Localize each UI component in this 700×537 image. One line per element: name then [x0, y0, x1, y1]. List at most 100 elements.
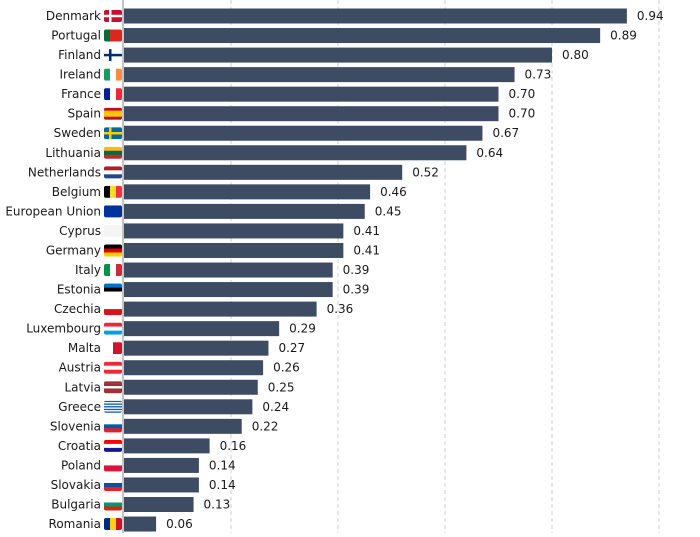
flag-icon	[104, 127, 122, 140]
category-label: Latvia	[64, 380, 101, 394]
flag-icon	[104, 322, 122, 335]
flag-icon	[104, 342, 122, 355]
flag-icon	[104, 68, 122, 81]
bar	[124, 379, 258, 395]
category-label: Spain	[67, 107, 101, 121]
flag-icon	[104, 381, 122, 394]
flag-icon	[104, 29, 122, 42]
category-label: Denmark	[46, 9, 101, 23]
value-label: 0.25	[268, 380, 295, 394]
category-label: Greece	[58, 400, 101, 414]
bar	[124, 86, 499, 102]
value-label: 0.29	[289, 322, 316, 336]
bar	[124, 203, 365, 219]
category-label: Portugal	[51, 29, 101, 43]
flag-icon	[104, 224, 122, 237]
category-label: Poland	[61, 458, 101, 472]
value-label: 0.16	[220, 439, 247, 453]
value-label: 0.70	[509, 107, 536, 121]
bar	[124, 223, 344, 239]
category-label: Germany	[46, 243, 101, 257]
category-label: Cyprus	[59, 224, 101, 238]
value-label: 0.13	[204, 498, 231, 512]
bars	[124, 8, 627, 532]
category-label: Belgium	[52, 185, 101, 199]
category-label: Bulgaria	[51, 498, 101, 512]
bar	[124, 47, 552, 63]
category-label: Lithuania	[45, 146, 101, 160]
category-label: Ireland	[59, 68, 101, 82]
bar	[124, 262, 333, 278]
bar	[124, 516, 157, 532]
value-label: 0.26	[273, 361, 300, 375]
bar	[124, 321, 280, 337]
value-label: 0.36	[327, 302, 354, 316]
bar	[124, 28, 601, 44]
category-label: Sweden	[54, 126, 101, 140]
bar	[124, 340, 269, 356]
value-label: 0.94	[637, 9, 664, 23]
bar	[124, 145, 467, 161]
flag-icon	[104, 439, 122, 452]
value-labels: 0.940.89 0.80 0.73 0.70 0.70 0.67 0.64 0.52 0.46…	[166, 9, 664, 531]
value-label: 0.80	[562, 48, 589, 62]
value-label: 0.14	[209, 458, 236, 472]
category-label: Luxembourg	[26, 322, 101, 336]
value-label: 0.27	[278, 341, 305, 355]
category-label: Netherlands	[28, 165, 101, 179]
bar	[124, 67, 515, 83]
bar	[124, 438, 210, 454]
category-label: Malta	[68, 341, 101, 355]
bar	[124, 497, 194, 512]
value-label: 0.73	[525, 68, 552, 82]
value-label: 0.39	[343, 263, 370, 277]
flag-icon	[104, 49, 122, 62]
value-label: 0.45	[375, 204, 402, 218]
value-label: 0.46	[380, 185, 407, 199]
category-label: Estonia	[57, 283, 101, 297]
bar	[124, 457, 199, 473]
value-label: 0.52	[412, 165, 439, 179]
value-label: 0.14	[209, 478, 236, 492]
flag-icon	[104, 146, 122, 159]
bar	[124, 301, 317, 317]
value-label: 0.39	[343, 283, 370, 297]
bar	[124, 125, 483, 141]
value-label: 0.64	[476, 146, 503, 160]
category-label: Slovenia	[50, 419, 101, 433]
category-label: Austria	[59, 361, 101, 375]
category-labels: Denmark Portugal Finland Ireland France Spain…	[5, 9, 101, 531]
value-label: 0.41	[353, 224, 380, 238]
flag-icon	[104, 185, 122, 198]
flag-icon	[104, 498, 122, 511]
bar	[124, 8, 627, 24]
bar	[124, 184, 371, 200]
category-label: European Union	[5, 204, 101, 218]
flag-icon	[104, 88, 122, 101]
flag-icon	[104, 459, 122, 472]
flag-icon	[104, 107, 122, 120]
flag-icon	[104, 205, 122, 218]
category-label: Slovakia	[51, 478, 101, 492]
category-label: Romania	[49, 517, 101, 531]
bar	[124, 399, 253, 415]
value-label: 0.41	[353, 243, 380, 257]
value-label: 0.22	[252, 419, 279, 433]
bar	[124, 164, 403, 180]
flag-icon	[104, 518, 122, 531]
flag-icon	[104, 420, 122, 433]
bar	[124, 360, 264, 376]
flag-icon	[104, 264, 122, 277]
bar	[124, 242, 344, 258]
flags	[104, 10, 122, 531]
flag-icon	[104, 400, 122, 413]
flag-icon	[104, 244, 122, 257]
category-label: Czechia	[54, 302, 101, 316]
category-label: Finland	[58, 48, 101, 62]
flag-icon	[104, 166, 122, 179]
value-label: 0.70	[509, 87, 536, 101]
bar	[124, 418, 242, 434]
bar	[124, 106, 499, 122]
value-label: 0.24	[262, 400, 289, 414]
